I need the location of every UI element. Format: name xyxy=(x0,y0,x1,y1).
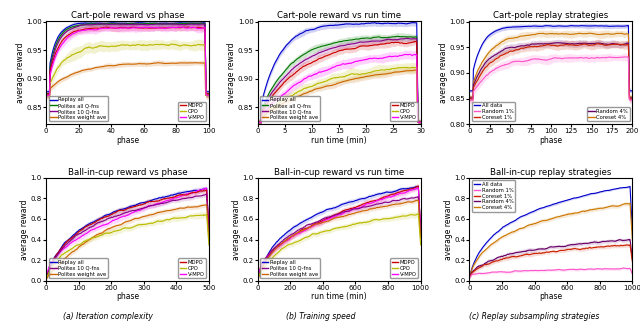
Title: Cart-pole reward vs run time: Cart-pole reward vs run time xyxy=(277,11,401,20)
Text: (b) Training speed: (b) Training speed xyxy=(286,312,355,321)
Text: (a) Iteration complexity: (a) Iteration complexity xyxy=(63,312,152,321)
Title: Cart-pole reward vs phase: Cart-pole reward vs phase xyxy=(71,11,184,20)
Title: Ball-in-cup replay strategies: Ball-in-cup replay strategies xyxy=(490,168,612,177)
Legend: MDPO, CPO, V-MPO: MDPO, CPO, V-MPO xyxy=(390,258,418,278)
Text: (c) Replay subsampling strategies: (c) Replay subsampling strategies xyxy=(468,312,599,321)
Legend: MDPO, CPO, V-MPO: MDPO, CPO, V-MPO xyxy=(179,258,206,278)
Y-axis label: average reward: average reward xyxy=(439,42,448,103)
X-axis label: phase: phase xyxy=(540,292,563,301)
Y-axis label: average reward: average reward xyxy=(444,199,452,260)
Legend: MDPO, CPO, V-MPO: MDPO, CPO, V-MPO xyxy=(390,102,418,121)
X-axis label: run time (min): run time (min) xyxy=(312,135,367,144)
Y-axis label: average reward: average reward xyxy=(232,199,241,260)
Y-axis label: average reward: average reward xyxy=(227,42,236,103)
Title: Cart-pole replay strategies: Cart-pole replay strategies xyxy=(493,11,609,20)
Legend: All data, Random 1%, Coreset 1%, Random 4%, Coreset 4%: All data, Random 1%, Coreset 1%, Random … xyxy=(472,180,515,212)
X-axis label: phase: phase xyxy=(540,135,563,144)
Legend: MDPO, CPO, V-MPO: MDPO, CPO, V-MPO xyxy=(179,102,206,121)
Title: Ball-in-cup reward vs phase: Ball-in-cup reward vs phase xyxy=(68,168,188,177)
X-axis label: run time (min): run time (min) xyxy=(312,292,367,301)
X-axis label: phase: phase xyxy=(116,135,139,144)
Y-axis label: average reward: average reward xyxy=(20,199,29,260)
X-axis label: phase: phase xyxy=(116,292,139,301)
Legend: Random 4%, Coreset 4%: Random 4%, Coreset 4% xyxy=(587,108,630,121)
Title: Ball-in-cup reward vs run time: Ball-in-cup reward vs run time xyxy=(274,168,404,177)
Y-axis label: average reward: average reward xyxy=(16,42,25,103)
